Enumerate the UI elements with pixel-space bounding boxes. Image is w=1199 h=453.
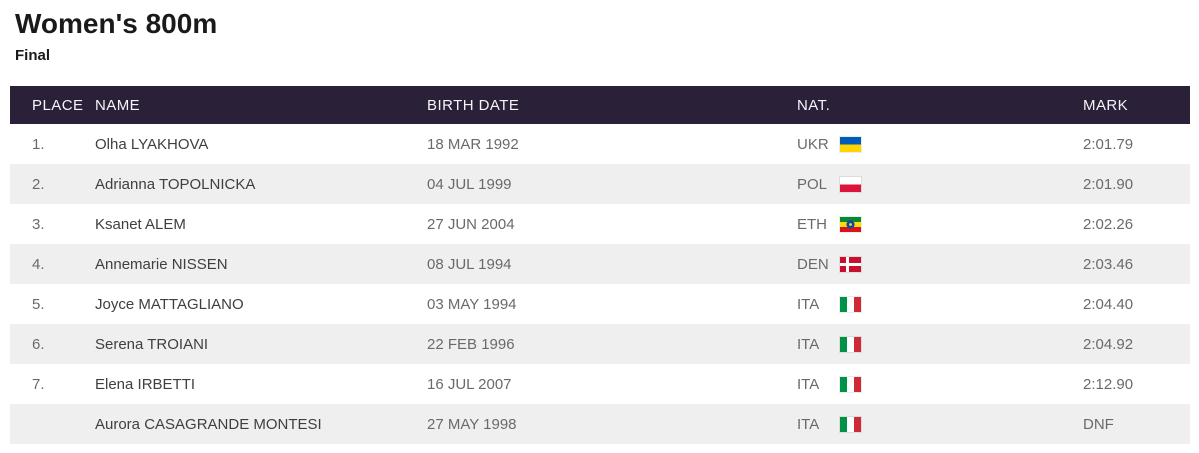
name-cell: Olha LYAKHOVA: [95, 135, 209, 153]
nat-code: POL: [797, 175, 828, 193]
table-row[interactable]: Aurora CASAGRANDE MONTESI 27 MAY 1998 ITA D…: [10, 404, 1190, 444]
table-header-row: PLACE NAME BIRTH DATE NAT. MARK: [10, 86, 1190, 124]
flag-den-icon: [839, 255, 862, 273]
flag-ita-icon: [839, 295, 862, 313]
place-cell: 1.: [32, 135, 45, 153]
nat-code: ITA: [797, 295, 820, 313]
nat-cell: UKR: [797, 135, 1083, 153]
birth-date-cell: 08 JUL 1994: [427, 255, 512, 273]
column-header-nat: NAT.: [797, 96, 831, 114]
mark-cell: 2:01.79: [1083, 135, 1134, 153]
name-cell: Aurora CASAGRANDE MONTESI: [95, 415, 322, 433]
name-cell: Annemarie NISSEN: [95, 255, 228, 273]
nat-code: DEN: [797, 255, 829, 273]
nat-code: ETH: [797, 215, 827, 233]
name-cell: Elena IRBETTI: [95, 375, 196, 393]
nat-cell: POL: [797, 175, 1083, 193]
birth-date-cell: 22 FEB 1996: [427, 335, 515, 353]
birth-date-cell: 04 JUL 1999: [427, 175, 512, 193]
place-cell: 6.: [32, 335, 45, 353]
nat-cell: ITA: [797, 295, 1083, 313]
page-title: Women's 800m: [15, 8, 218, 39]
mark-cell: 2:04.40: [1083, 295, 1134, 313]
column-header-birth_date: BIRTH DATE: [427, 96, 520, 114]
nat-cell: ITA: [797, 415, 1083, 433]
table-row[interactable]: 2. Adrianna TOPOLNICKA 04 JUL 1999 POL 2:01.…: [10, 164, 1190, 204]
place-cell: 5.: [32, 295, 45, 313]
place-cell: 3.: [32, 215, 45, 233]
table-row[interactable]: 6. Serena TROIANI 22 FEB 1996 ITA 2:04.92: [10, 324, 1190, 364]
table-row[interactable]: 3. Ksanet ALEM 27 JUN 2004 ETH 2:02.26: [10, 204, 1190, 244]
name-cell: Adrianna TOPOLNICKA: [95, 175, 256, 193]
column-header-place: PLACE: [32, 96, 84, 114]
name-cell: Serena TROIANI: [95, 335, 209, 353]
birth-date-cell: 18 MAR 1992: [427, 135, 519, 153]
mark-cell: 2:02.26: [1083, 215, 1134, 233]
event-header: Women's 800m Final: [0, 0, 1199, 65]
nat-code: ITA: [797, 415, 820, 433]
place-cell: 7.: [32, 375, 45, 393]
flag-ita-icon: [839, 335, 862, 353]
flag-eth-icon: [839, 215, 862, 233]
birth-date-cell: 16 JUL 2007: [427, 375, 512, 393]
flag-ita-icon: [839, 415, 862, 433]
nat-cell: ITA: [797, 375, 1083, 393]
nat-cell: ETH: [797, 215, 1083, 233]
nat-code: ITA: [797, 375, 820, 393]
flag-pol-icon: [839, 175, 862, 193]
birth-date-cell: 03 MAY 1994: [427, 295, 517, 313]
mark-cell: 2:12.90: [1083, 375, 1134, 393]
results-table: PLACE NAME BIRTH DATE NAT. MARK 1. Olha LYAKH…: [10, 86, 1190, 444]
flag-ukr-icon: [839, 135, 862, 153]
table-row[interactable]: 4. Annemarie NISSEN 08 JUL 1994 DEN 2:03.46: [10, 244, 1190, 284]
name-cell: Ksanet ALEM: [95, 215, 186, 233]
nat-code: ITA: [797, 335, 820, 353]
nat-cell: DEN: [797, 255, 1083, 273]
column-header-name: NAME: [95, 96, 141, 114]
place-cell: 4.: [32, 255, 45, 273]
mark-cell: DNF: [1083, 415, 1114, 433]
nat-code: UKR: [797, 135, 829, 153]
mark-cell: 2:01.90: [1083, 175, 1134, 193]
table-body: 1. Olha LYAKHOVA 18 MAR 1992 UKR 2:01.79 2. Ad…: [10, 124, 1190, 444]
birth-date-cell: 27 MAY 1998: [427, 415, 517, 433]
mark-cell: 2:04.92: [1083, 335, 1134, 353]
mark-cell: 2:03.46: [1083, 255, 1134, 273]
table-row[interactable]: 5. Joyce MATTAGLIANO 03 MAY 1994 ITA 2:04.40: [10, 284, 1190, 324]
round-subtitle: Final: [15, 47, 51, 64]
table-row[interactable]: 7. Elena IRBETTI 16 JUL 2007 ITA 2:12.90: [10, 364, 1190, 404]
birth-date-cell: 27 JUN 2004: [427, 215, 515, 233]
column-header-mark: MARK: [1083, 96, 1129, 114]
flag-ita-icon: [839, 375, 862, 393]
nat-cell: ITA: [797, 335, 1083, 353]
table-row[interactable]: 1. Olha LYAKHOVA 18 MAR 1992 UKR 2:01.79: [10, 124, 1190, 164]
place-cell: 2.: [32, 175, 45, 193]
name-cell: Joyce MATTAGLIANO: [95, 295, 244, 313]
